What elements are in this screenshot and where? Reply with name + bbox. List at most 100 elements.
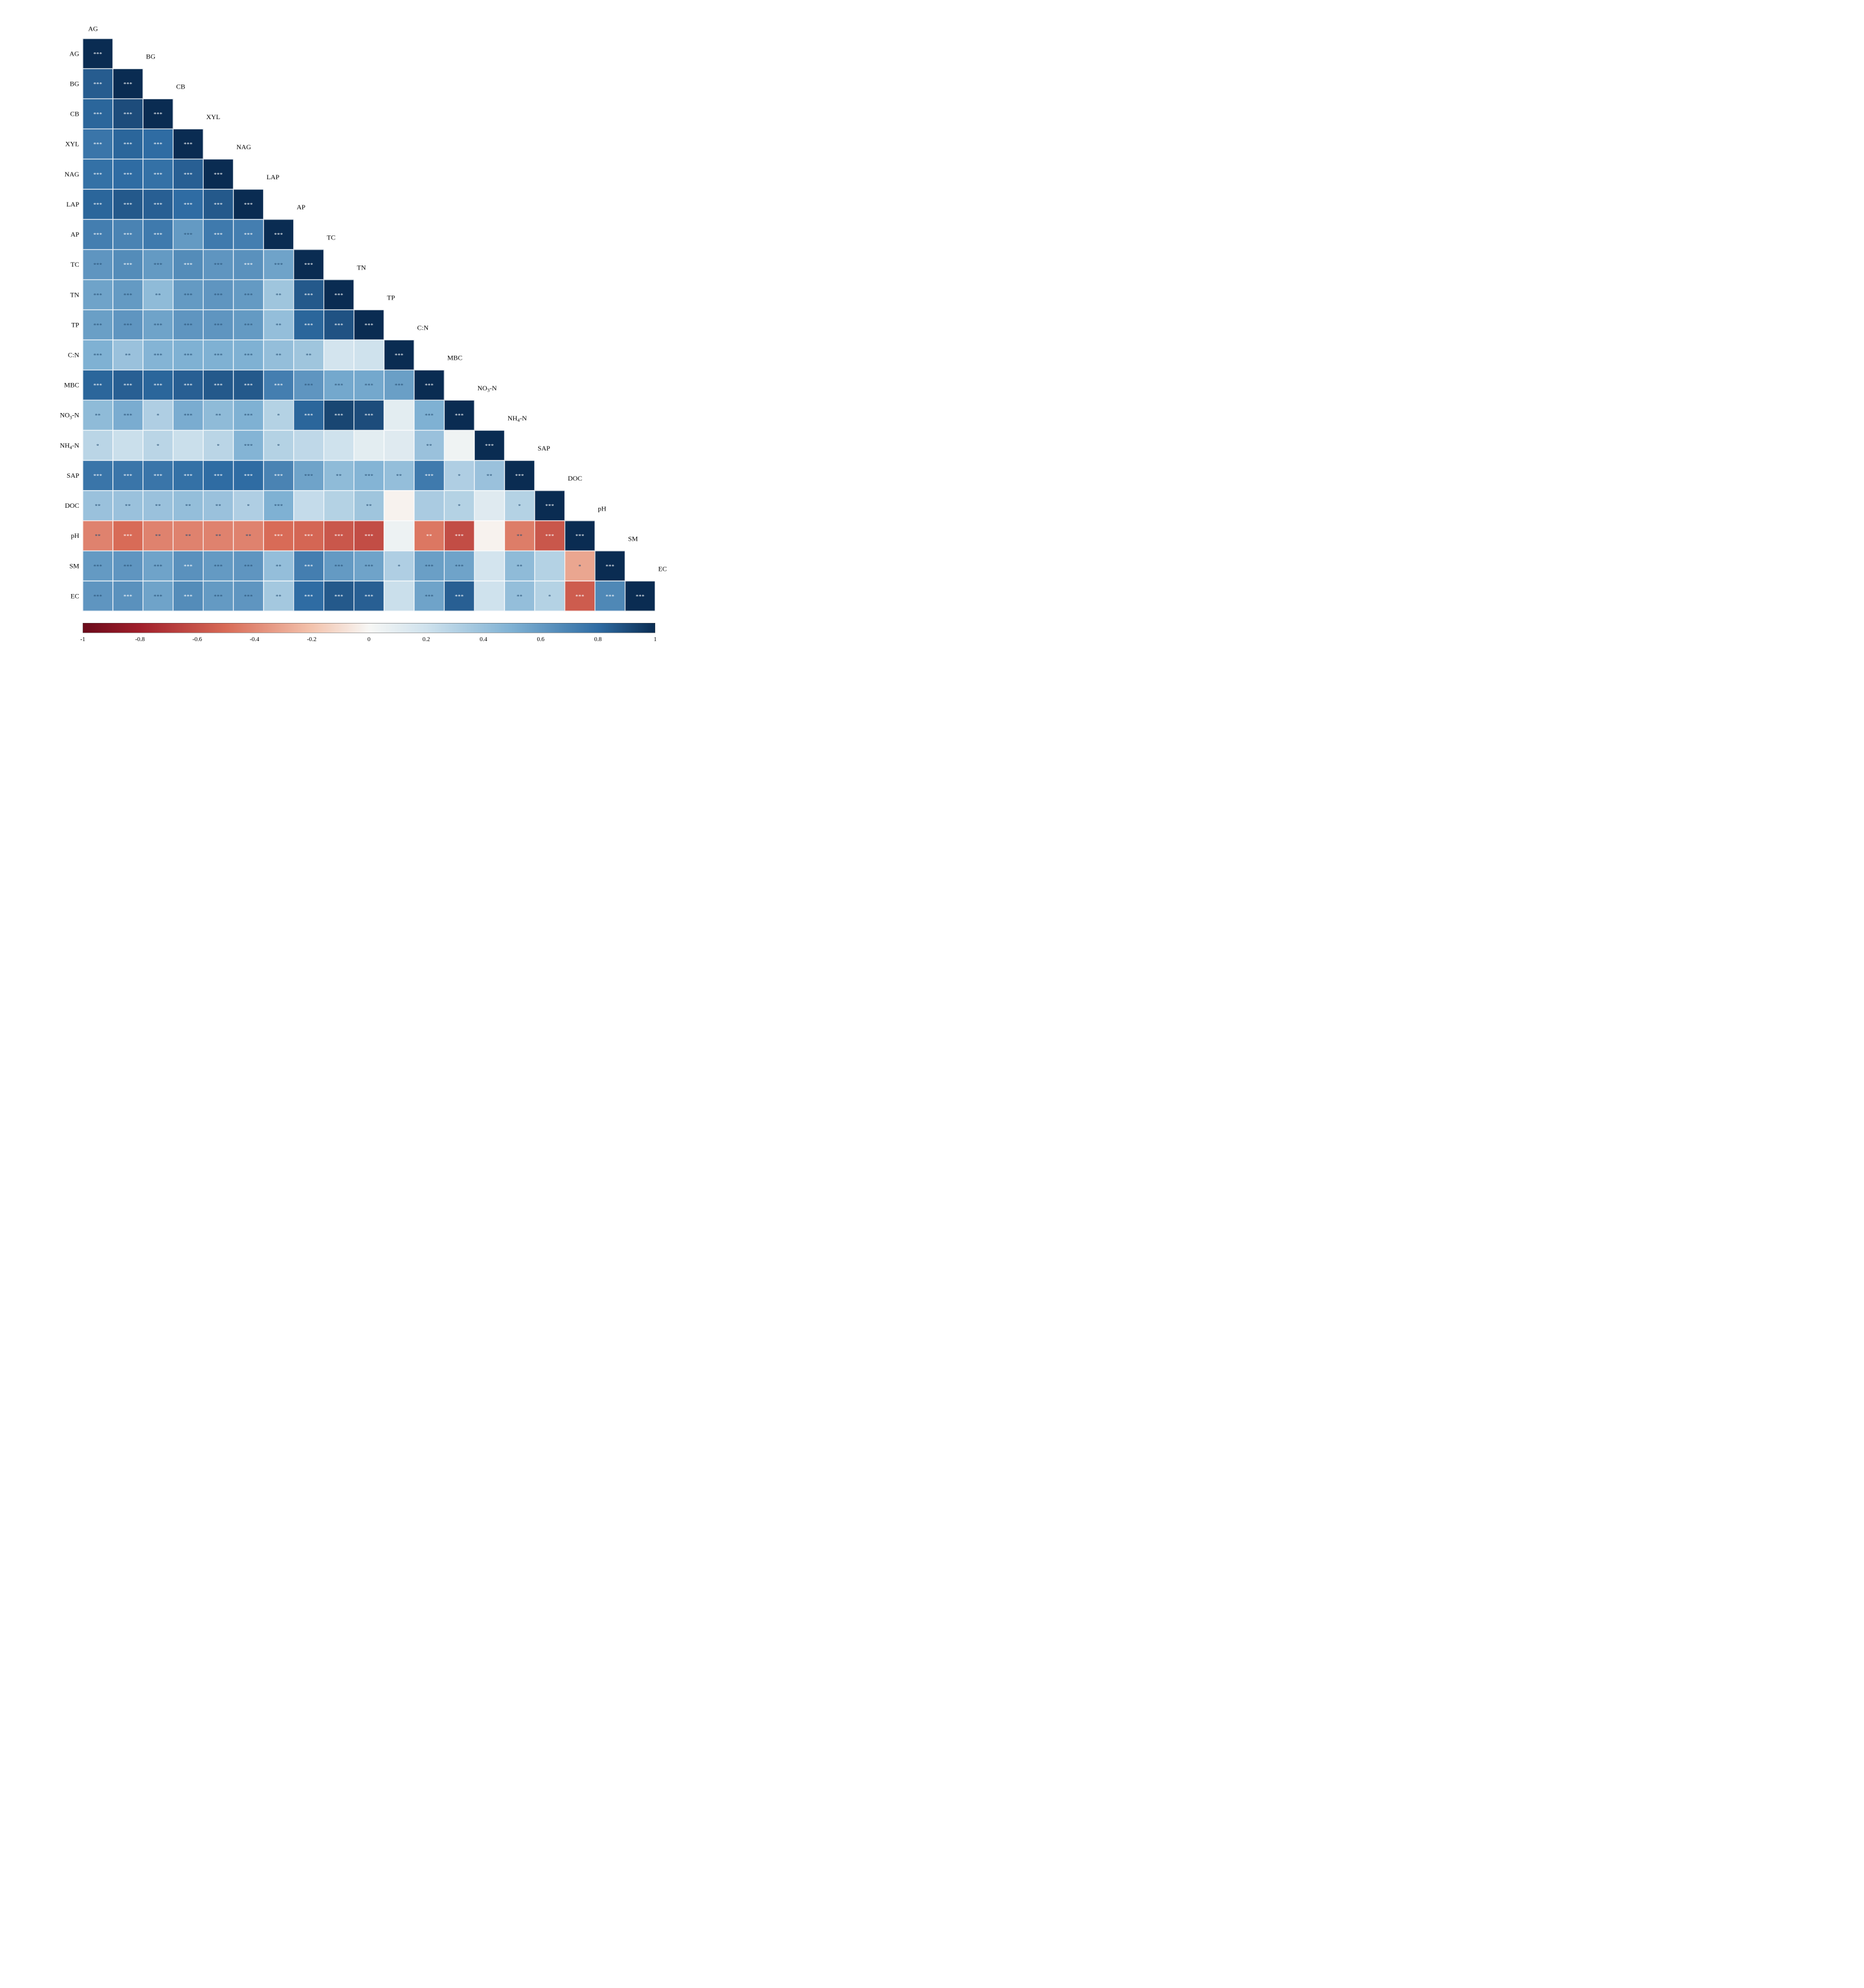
significance-marker: ***: [154, 473, 163, 479]
significance-marker: ***: [244, 262, 253, 268]
heatmap-cell: **: [264, 340, 294, 370]
significance-marker: ***: [274, 533, 283, 539]
heatmap-cell: **: [414, 521, 444, 551]
heatmap-cell: **: [203, 491, 233, 521]
diagonal-label-sm: SM: [628, 535, 638, 542]
significance-marker: ***: [455, 594, 464, 600]
heatmap-cell: **: [324, 461, 354, 491]
significance-marker: ***: [304, 293, 313, 298]
heatmap-cell: ***: [595, 551, 625, 581]
heatmap-cell: ***: [324, 280, 354, 310]
significance-marker: ***: [304, 262, 313, 268]
heatmap-cell: [113, 430, 143, 460]
significance-marker: ***: [124, 232, 133, 238]
colorbar-tick: 0.4: [480, 635, 487, 642]
significance-marker: ***: [184, 353, 193, 359]
heatmap-cell: **: [504, 581, 534, 611]
heatmap-cell: ***: [113, 69, 143, 99]
significance-marker: **: [366, 503, 372, 509]
heatmap-cell: **: [264, 280, 294, 310]
heatmap-cell: ***: [233, 370, 263, 400]
heatmap-cell: *: [143, 400, 173, 430]
heatmap-cell: [474, 581, 504, 611]
diagonal-label-nag: NAG: [237, 144, 251, 151]
heatmap-cell: **: [113, 340, 143, 370]
heatmap-cell: *: [264, 430, 294, 460]
significance-marker: **: [95, 533, 100, 539]
significance-marker: ***: [184, 323, 193, 328]
significance-marker: ***: [214, 262, 223, 268]
row-label-no3-n: NO3-N: [39, 412, 79, 420]
significance-marker: ***: [545, 503, 554, 509]
significance-marker: ***: [575, 533, 584, 539]
significance-marker: ***: [154, 564, 163, 570]
heatmap-cell: ***: [113, 159, 143, 189]
significance-marker: ***: [184, 172, 193, 178]
heatmap-cell: **: [414, 430, 444, 460]
heatmap-cell: **: [113, 491, 143, 521]
heatmap-cell: *: [565, 551, 595, 581]
significance-marker: ***: [425, 564, 434, 570]
heatmap-cell: ***: [113, 551, 143, 581]
heatmap-cell: ***: [173, 280, 203, 310]
heatmap-cell: *: [233, 491, 263, 521]
heatmap-cell: **: [173, 521, 203, 551]
significance-marker: ***: [365, 323, 374, 328]
diagonal-label-no3-n: NO3-N: [478, 385, 497, 393]
heatmap-cell: **: [474, 461, 504, 491]
colorbar-tick: 0.2: [423, 635, 430, 642]
heatmap-cell: ***: [444, 551, 474, 581]
significance-marker: ***: [304, 323, 313, 328]
significance-marker: ***: [274, 232, 283, 238]
heatmap-cell: ***: [233, 461, 263, 491]
heatmap-cell: **: [504, 521, 534, 551]
heatmap-cell: [384, 521, 414, 551]
significance-marker: ***: [94, 52, 103, 57]
heatmap-cell: ***: [504, 461, 534, 491]
row-label-sap: SAP: [39, 472, 79, 479]
significance-marker: **: [276, 323, 281, 328]
colorbar-tick: 0.6: [537, 635, 545, 642]
significance-marker: ***: [515, 473, 524, 479]
significance-marker: ***: [124, 323, 133, 328]
heatmap-cell: **: [504, 551, 534, 581]
diagonal-label-doc: DOC: [568, 475, 582, 482]
significance-marker: ***: [94, 564, 103, 570]
heatmap-cell: *: [384, 551, 414, 581]
heatmap-cell: [384, 400, 414, 430]
significance-marker: ***: [636, 594, 645, 600]
heatmap-cell: ***: [143, 310, 173, 340]
significance-marker: **: [487, 473, 492, 479]
significance-marker: ***: [184, 564, 193, 570]
heatmap-cell: ***: [233, 220, 263, 250]
significance-marker: ***: [244, 383, 253, 389]
significance-marker: *: [277, 413, 280, 419]
heatmap-cell: **: [264, 551, 294, 581]
heatmap-cell: ***: [203, 461, 233, 491]
heatmap-cell: ***: [324, 521, 354, 551]
heatmap-cell: ***: [324, 370, 354, 400]
significance-marker: ***: [124, 172, 133, 178]
heatmap-cell: ***: [113, 581, 143, 611]
significance-marker: **: [306, 353, 311, 359]
significance-marker: **: [155, 503, 161, 509]
significance-marker: ***: [154, 142, 163, 148]
significance-marker: ***: [94, 473, 103, 479]
significance-marker: ***: [365, 564, 374, 570]
diagonal-label-ap: AP: [297, 204, 305, 211]
significance-marker: ***: [124, 142, 133, 148]
significance-marker: ***: [184, 413, 193, 419]
significance-marker: ***: [304, 383, 313, 389]
heatmap-cell: ***: [143, 581, 173, 611]
heatmap-cell: **: [83, 491, 113, 521]
heatmap-cell: ***: [143, 99, 173, 129]
heatmap-cell: ***: [294, 280, 324, 310]
heatmap-cell: ***: [113, 370, 143, 400]
heatmap-cell: ***: [173, 461, 203, 491]
significance-marker: ***: [334, 594, 343, 600]
significance-marker: ***: [304, 413, 313, 419]
heatmap-cell: [324, 340, 354, 370]
significance-marker: *: [398, 564, 400, 570]
heatmap-cell: ***: [173, 250, 203, 280]
heatmap-cell: **: [173, 491, 203, 521]
